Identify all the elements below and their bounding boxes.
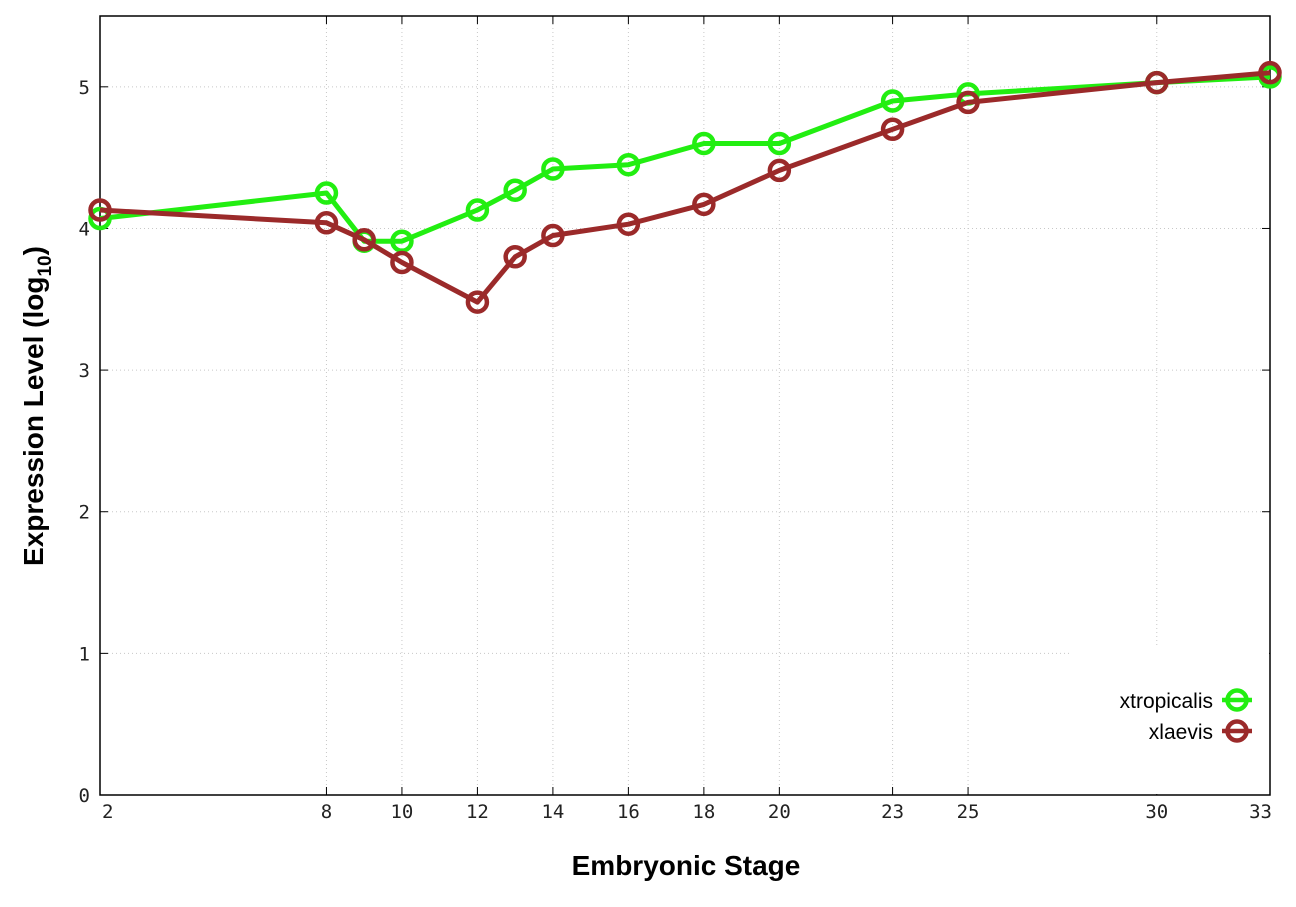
x-tick-label: 23 (881, 801, 904, 823)
x-tick-label: 33 (1249, 801, 1272, 823)
data-point-xlaevis (1145, 70, 1169, 95)
x-tick-label: 20 (768, 801, 791, 823)
x-tick-label: 18 (692, 801, 715, 823)
data-point-xtropicalis (88, 206, 112, 231)
x-tick-label: 14 (541, 801, 564, 823)
data-point-xtropicalis (692, 131, 716, 156)
x-tick-label: 2 (102, 801, 113, 823)
x-tick-label: 8 (321, 801, 332, 823)
legend-label-xtropicalis: xtropicalis (1120, 690, 1213, 713)
data-point-xlaevis (767, 158, 792, 183)
y-tick-label: 1 (79, 643, 90, 665)
data-point-xlaevis (616, 212, 641, 236)
data-point-xlaevis (314, 211, 339, 235)
plot-frame (99, 15, 1271, 796)
legend-item-xlaevis: xlaevis (1149, 719, 1252, 744)
data-point-xlaevis (503, 245, 527, 269)
data-point-xlaevis (352, 228, 376, 252)
y-axis-title-subscript: 10 (35, 255, 56, 276)
data-point-xtropicalis (616, 152, 641, 177)
x-tick-label: 16 (617, 801, 640, 823)
y-axis-title-close: ) (18, 246, 49, 255)
data-point-xtropicalis (314, 181, 339, 205)
x-tick-label: 30 (1145, 801, 1168, 823)
y-axis-title-main: Expression Level (log (18, 277, 49, 566)
y-tick-label: 2 (79, 502, 90, 524)
data-point-xlaevis (465, 290, 490, 314)
grid (100, 16, 1270, 795)
series-xtropicalis (88, 65, 1282, 253)
legend-swatch-marker-xtropicalis (1225, 688, 1249, 712)
data-point-xlaevis (880, 117, 905, 142)
x-axis-title: Embryonic Stage (572, 850, 801, 881)
y-tick-label: 4 (79, 218, 90, 240)
series-line-xtropicalis (99, 74, 1271, 244)
data-point-xtropicalis (465, 198, 490, 222)
data-point-xlaevis (541, 223, 565, 248)
data-point-xlaevis (88, 198, 112, 222)
legend-label-xlaevis: xlaevis (1149, 721, 1213, 744)
legend: xtropicalis xlaevis (1072, 645, 1269, 794)
data-point-xtropicalis (767, 131, 792, 156)
legend-item-xtropicalis: xtropicalis (1120, 688, 1252, 713)
x-tick-label: 25 (957, 801, 980, 823)
data-point-xtropicalis (880, 89, 905, 113)
legend-swatch-marker-xlaevis (1225, 719, 1249, 743)
y-tick-label: 3 (79, 360, 90, 382)
series-line-xlaevis (99, 70, 1271, 305)
y-axis-title: Expression Level (log10) (18, 246, 56, 566)
y-tick-label: 5 (79, 77, 90, 99)
data-point-xtropicalis (541, 157, 565, 181)
data-point-xlaevis (692, 192, 716, 217)
x-tick-label: 10 (390, 801, 413, 823)
data-point-xlaevis (1258, 60, 1282, 85)
data-point-xtropicalis (503, 178, 527, 202)
x-tick-label: 12 (466, 801, 489, 823)
data-point-xlaevis (390, 250, 414, 275)
legend-background (1072, 645, 1269, 794)
data-point-xlaevis (956, 90, 980, 115)
y-tick-label: 0 (79, 785, 90, 807)
series (88, 60, 1282, 314)
series-xlaevis (88, 60, 1282, 314)
